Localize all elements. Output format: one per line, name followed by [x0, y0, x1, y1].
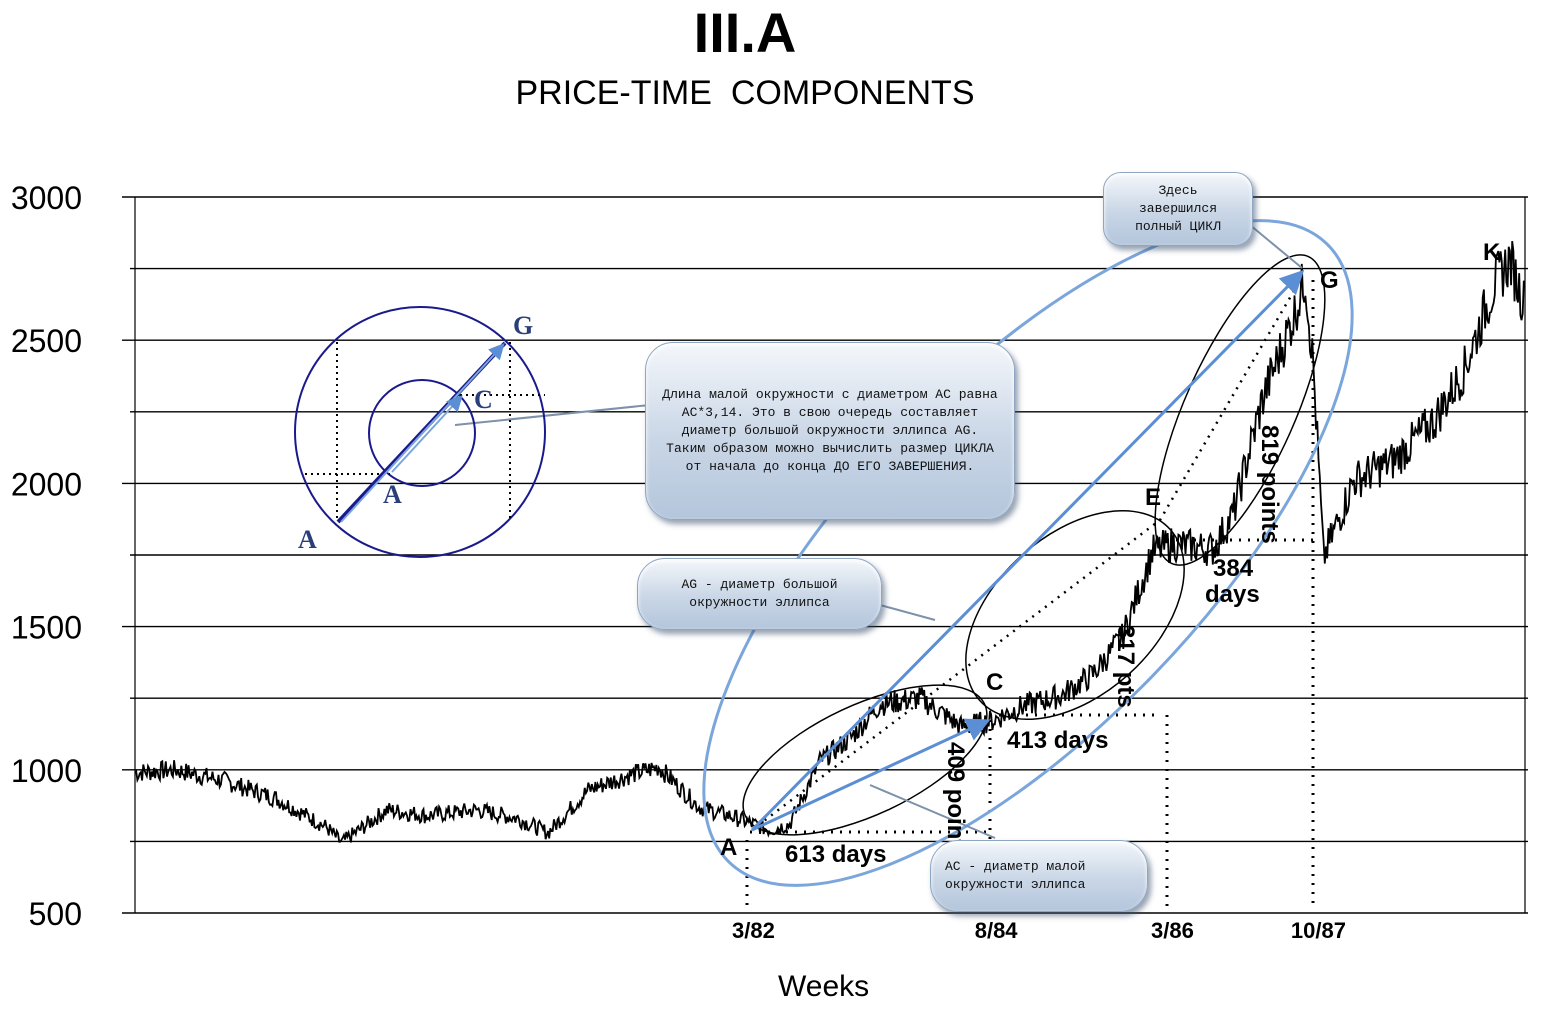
annotation-413-days: 413 days — [1007, 727, 1108, 754]
inset-arrow-a-c — [391, 395, 463, 473]
chart-title: III.A — [693, 1, 797, 64]
point-label-e: E — [1145, 484, 1161, 511]
y-tick-label: 2500 — [11, 323, 82, 359]
chart-subtitle: PRICE-TIME COMPONENTS — [515, 74, 975, 112]
callout-text: Длина малой окружности с диаметром AC ра… — [662, 387, 998, 474]
y-tick-label: 500 — [29, 896, 82, 932]
callout-text: AC - диаметр малой окружности эллипса — [945, 859, 1086, 892]
point-label-a: A — [720, 834, 737, 861]
inset-label-A2: A — [298, 525, 317, 554]
y-tick-label: 1500 — [11, 610, 82, 646]
callout-pointer — [454, 404, 651, 426]
inset-arrow-a-g — [340, 343, 505, 523]
x-tick-label: 3/82 — [732, 918, 775, 943]
annotation-317-pts: 317 pts — [1112, 625, 1139, 708]
y-tick-label: 3000 — [11, 180, 82, 216]
ellipse-a-c — [742, 684, 988, 836]
annotation-613-days: 613 days — [785, 841, 886, 868]
point-label-c: C — [986, 669, 1003, 696]
arrow-a-g — [750, 269, 1305, 832]
inset-label-C: C — [474, 385, 493, 414]
inset-large-circle — [294, 306, 546, 558]
point-label-k: K — [1483, 239, 1501, 266]
arrow-a-c — [751, 718, 991, 832]
callout-cycle: Здесь завершился полный ЦИКЛ — [1103, 172, 1253, 246]
annotation-819-points: 819 points — [1256, 425, 1283, 544]
inset-label-A1: A — [383, 480, 402, 509]
x-axis-label: Weeks — [778, 970, 870, 1003]
y-tick-label: 2000 — [11, 466, 82, 502]
x-tick-label: 10/87 — [1291, 918, 1346, 943]
callout-ac: AC - диаметр малой окружности эллипса — [930, 840, 1148, 912]
y-tick-label: 1000 — [11, 753, 82, 789]
callout-pointer — [869, 784, 996, 839]
callout-text: AG - диаметр большой окружности эллипса — [681, 577, 838, 610]
price-series-line — [134, 240, 1525, 843]
annotation-384-days: 384 days — [1205, 555, 1260, 608]
callout-ag: AG - диаметр большой окружности эллипса — [637, 558, 882, 630]
point-label-g: G — [1320, 267, 1339, 294]
callout-circle-explanation: Длина малой окружности с диаметром AC ра… — [645, 342, 1015, 520]
inset-label-G: G — [513, 311, 533, 340]
x-tick-label: 8/84 — [975, 918, 1019, 943]
callout-pointer — [879, 604, 936, 621]
inset-small-circle — [368, 379, 476, 487]
x-tick-label: 3/86 — [1151, 918, 1194, 943]
callout-text: Здесь завершился полный ЦИКЛ — [1135, 183, 1221, 234]
callout-pointer — [1249, 224, 1303, 269]
